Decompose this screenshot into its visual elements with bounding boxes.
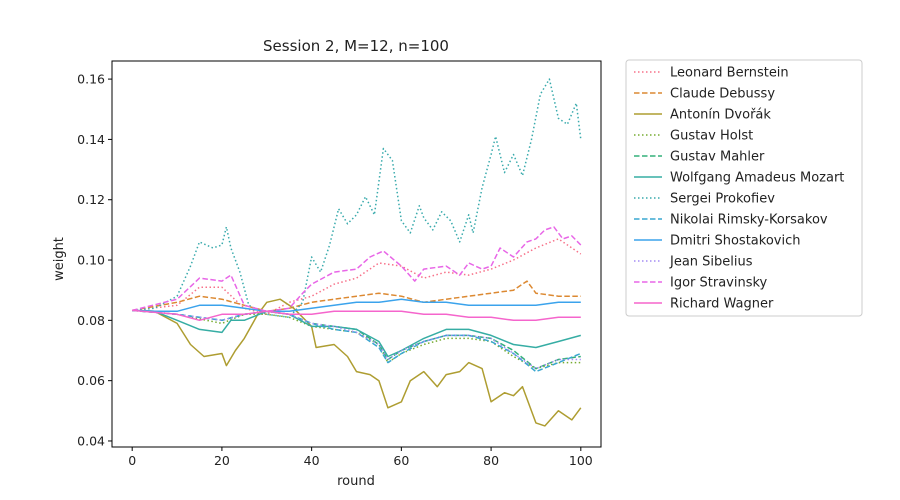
x-tick-label: 40 [304, 453, 320, 468]
x-axis: 0 20 40 60 80 100 [128, 447, 593, 468]
y-tick-label: 0.12 [77, 192, 105, 207]
series-line [132, 298, 582, 427]
legend-entry: Gustav Holst [670, 129, 753, 144]
y-tick-label: 0.16 [77, 72, 105, 87]
legend-entry: Igor Stravinsky [670, 276, 768, 291]
series-line [132, 309, 581, 322]
legend-entry: Wolfgang Amadeus Mozart [670, 171, 844, 186]
y-tick-label: 0.14 [77, 132, 105, 147]
series-line [132, 309, 581, 370]
y-tick-label: 0.06 [77, 373, 105, 388]
y-tick-label: 0.04 [77, 433, 105, 448]
legend-entry: Antonín Dvořák [670, 108, 771, 123]
series-line [132, 309, 581, 370]
legend-entry: Jean Sibelius [669, 255, 753, 270]
series-line [132, 238, 582, 316]
x-tick-label: 60 [393, 453, 409, 468]
x-tick-label: 20 [214, 453, 230, 468]
x-tick-label: 0 [128, 453, 136, 468]
legend-entry: Richard Wagner [670, 297, 774, 312]
legend-entry: Nikolai Rimsky-Korsakov [670, 213, 828, 228]
y-tick-label: 0.10 [77, 253, 105, 268]
legend-entry: Sergei Prokofiev [670, 192, 775, 207]
legend: Leonard Bernstein Claude Debussy Antonín D… [625, 59, 863, 317]
series-line [132, 226, 582, 313]
y-tick-label: 0.08 [77, 313, 105, 328]
legend-entry: Dmitri Shostakovich [670, 234, 800, 249]
chart-title: Session 2, M=12, n=100 [263, 37, 449, 55]
plot-frame [111, 60, 602, 448]
series-line [132, 309, 581, 370]
legend-frame [625, 59, 863, 317]
x-axis-label: round [337, 474, 375, 489]
legend-entry: Leonard Bernstein [670, 66, 789, 81]
series-line [132, 78, 582, 319]
legend-entry: Gustav Mahler [670, 150, 765, 165]
legend-entry: Claude Debussy [670, 87, 775, 102]
y-axis-label: weight [52, 237, 67, 281]
x-tick-label: 100 [569, 453, 593, 468]
series-line [132, 298, 581, 313]
y-axis: 0.04 0.06 0.08 0.10 0.12 0.14 0.16 [77, 72, 112, 448]
series-line [132, 309, 581, 358]
plot-lines [132, 78, 582, 427]
series-line [132, 280, 581, 313]
x-tick-label: 80 [483, 453, 499, 468]
